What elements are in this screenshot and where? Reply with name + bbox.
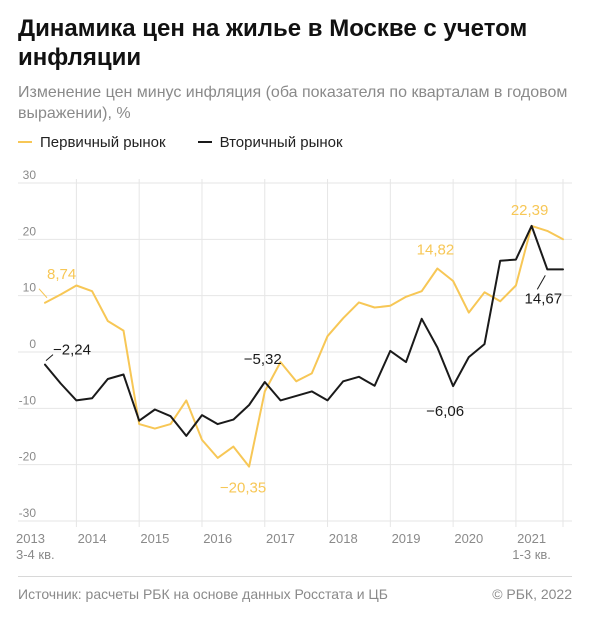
data-label: 8,74 bbox=[47, 266, 76, 283]
x-tick-sublabel: 3-4 кв. bbox=[16, 547, 55, 562]
y-tick-label: 10 bbox=[23, 281, 37, 295]
data-label: −20,35 bbox=[220, 480, 266, 497]
annotation-leader bbox=[38, 288, 48, 299]
annotation-leader bbox=[536, 275, 546, 290]
series-line-secondary bbox=[44, 224, 564, 437]
x-tick-label: 2021 bbox=[517, 531, 546, 546]
x-tick-label: 2020 bbox=[454, 531, 483, 546]
chart-title: Динамика цен на жилье в Москве с учетом … bbox=[18, 15, 528, 71]
x-tick-label: 2015 bbox=[140, 531, 169, 546]
legend-swatch-secondary bbox=[197, 141, 212, 143]
data-label: 14,67 bbox=[525, 290, 563, 307]
chart-legend: Первичный рынок Вторичный рынок bbox=[18, 133, 375, 151]
y-tick-label: 0 bbox=[29, 337, 36, 351]
legend-item-secondary: Вторичный рынок bbox=[197, 133, 343, 151]
legend-item-primary: Первичный рынок bbox=[18, 134, 166, 151]
data-label: −6,06 bbox=[426, 403, 464, 420]
x-tick-label: 2014 bbox=[78, 531, 107, 546]
chart-subtitle: Изменение цен минус инфляция (оба показа… bbox=[18, 84, 568, 122]
legend-label-secondary: Вторичный рынок bbox=[219, 133, 343, 151]
data-label: −5,32 bbox=[244, 351, 282, 368]
x-tick-label: 2019 bbox=[392, 531, 421, 546]
x-tick-sublabel: 1-3 кв. bbox=[512, 547, 551, 562]
legend-swatch-primary bbox=[18, 141, 32, 143]
x-tick-label: 2017 bbox=[266, 531, 295, 546]
series-line-primary bbox=[44, 224, 564, 468]
x-tick-label: 2013 bbox=[16, 531, 45, 546]
y-tick-label: -30 bbox=[19, 506, 37, 520]
data-label: 14,82 bbox=[417, 242, 455, 259]
legend-label-primary: Первичный рынок bbox=[40, 133, 166, 151]
x-tick-label: 2016 bbox=[203, 531, 232, 546]
y-tick-label: -20 bbox=[19, 450, 37, 464]
data-label: −2,24 bbox=[53, 342, 91, 359]
y-tick-label: -10 bbox=[19, 393, 37, 407]
x-tick-label: 2018 bbox=[329, 531, 358, 546]
data-label: 22,39 bbox=[511, 202, 549, 219]
annotation-leader bbox=[45, 354, 54, 361]
y-tick-label: 20 bbox=[23, 224, 37, 238]
copyright-note: © РБК, 2022 bbox=[492, 586, 572, 602]
footer-divider bbox=[18, 576, 572, 577]
y-tick-label: 30 bbox=[23, 168, 37, 182]
source-note: Источник: расчеты РБК на основе данных Р… bbox=[18, 586, 388, 602]
